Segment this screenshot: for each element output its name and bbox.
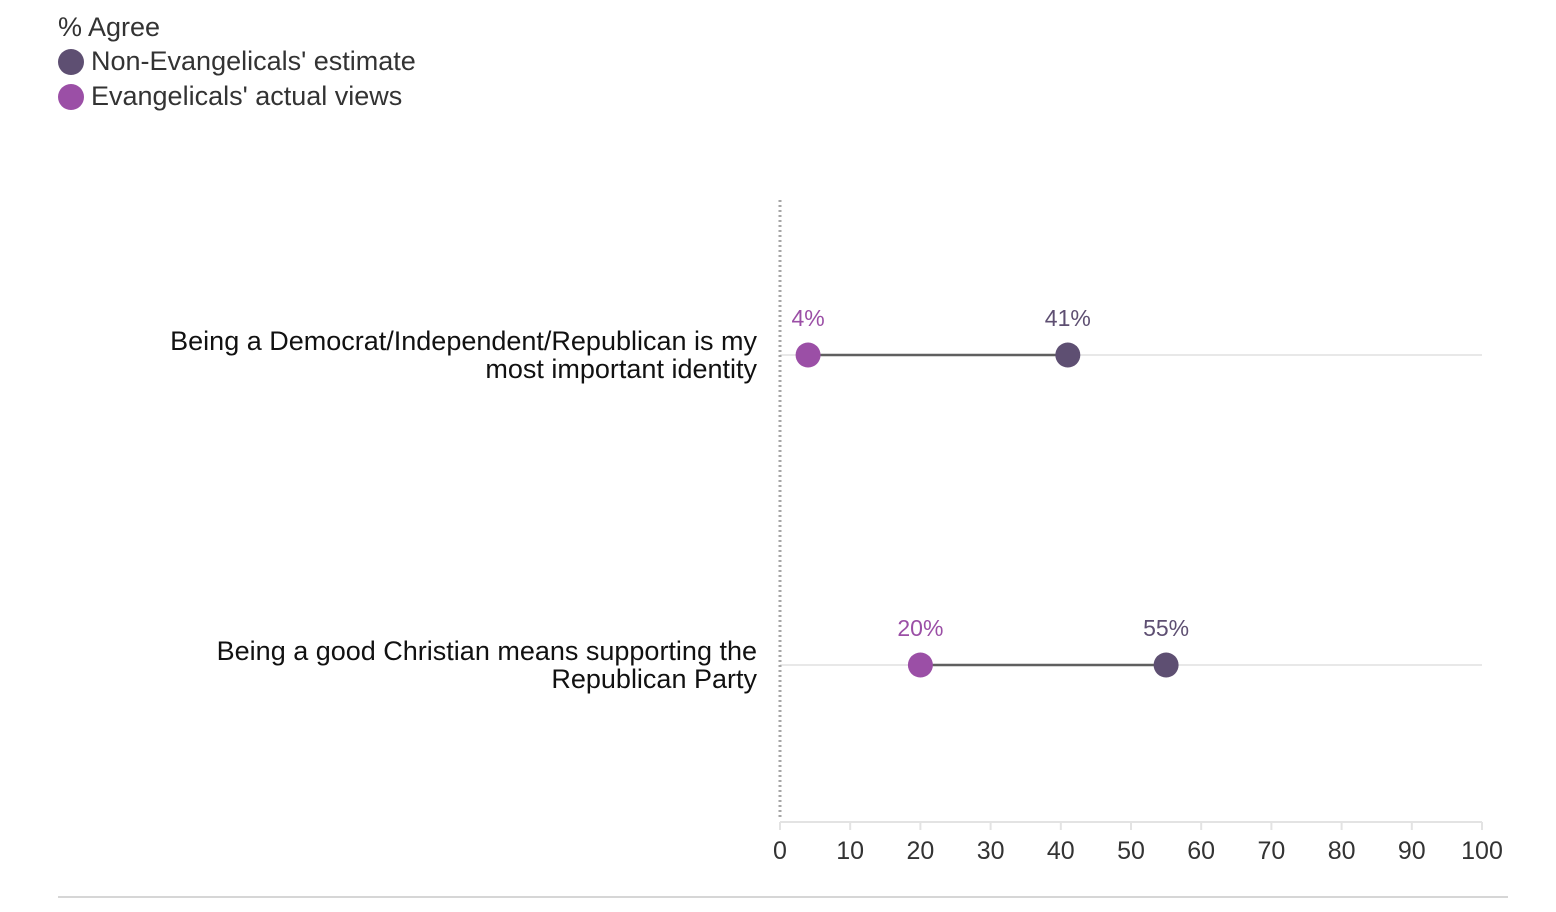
x-tick-label-70: 70 (1257, 837, 1285, 865)
x-tick-label-80: 80 (1328, 837, 1356, 865)
dot-non-evangelicals-1 (1055, 342, 1081, 368)
dot-evangelicals-2 (907, 652, 933, 678)
legend-label-evangelicals: Evangelicals' actual views (91, 81, 403, 111)
legend: % Agree Non-Evangelicals' estimate Evang… (58, 10, 416, 114)
x-tick-label-50: 50 (1117, 837, 1145, 865)
category-label-2-line-1: Being a good Christian means supporting … (217, 636, 757, 666)
legend-title: % Agree (58, 12, 161, 42)
x-tick-label-60: 60 (1187, 837, 1215, 865)
x-tick-label-20: 20 (906, 837, 934, 865)
x-tick-label-100: 100 (1461, 837, 1503, 865)
dot-non-evangelicals-2 (1153, 652, 1179, 678)
data-label-evangelicals-1: 4% (791, 305, 824, 331)
legend-label-non-evangelicals: Non-Evangelicals' estimate (91, 46, 416, 76)
x-tick-label-0: 0 (773, 837, 787, 865)
data-label-evangelicals-2: 20% (897, 615, 943, 641)
legend-item-evangelicals: Evangelicals' actual views (58, 79, 416, 114)
category-label-2-line-2: Republican Party (551, 664, 757, 694)
x-tick-label-90: 90 (1398, 837, 1426, 865)
x-tick-label-40: 40 (1047, 837, 1075, 865)
legend-dot-evangelicals (58, 83, 84, 110)
legend-dot-non-evangelicals (58, 48, 84, 75)
dot-evangelicals-1 (795, 342, 821, 368)
data-label-non-evangelicals-2: 55% (1143, 615, 1189, 641)
category-label-1-line-1: Being a Democrat/Independent/Republican … (170, 326, 757, 356)
legend-item-non-evangelicals: Non-Evangelicals' estimate (58, 44, 416, 79)
category-label-1-line-2: most important identity (485, 354, 757, 384)
x-tick-label-30: 30 (977, 837, 1005, 865)
x-tick-label-10: 10 (836, 837, 864, 865)
data-label-non-evangelicals-1: 41% (1045, 305, 1091, 331)
